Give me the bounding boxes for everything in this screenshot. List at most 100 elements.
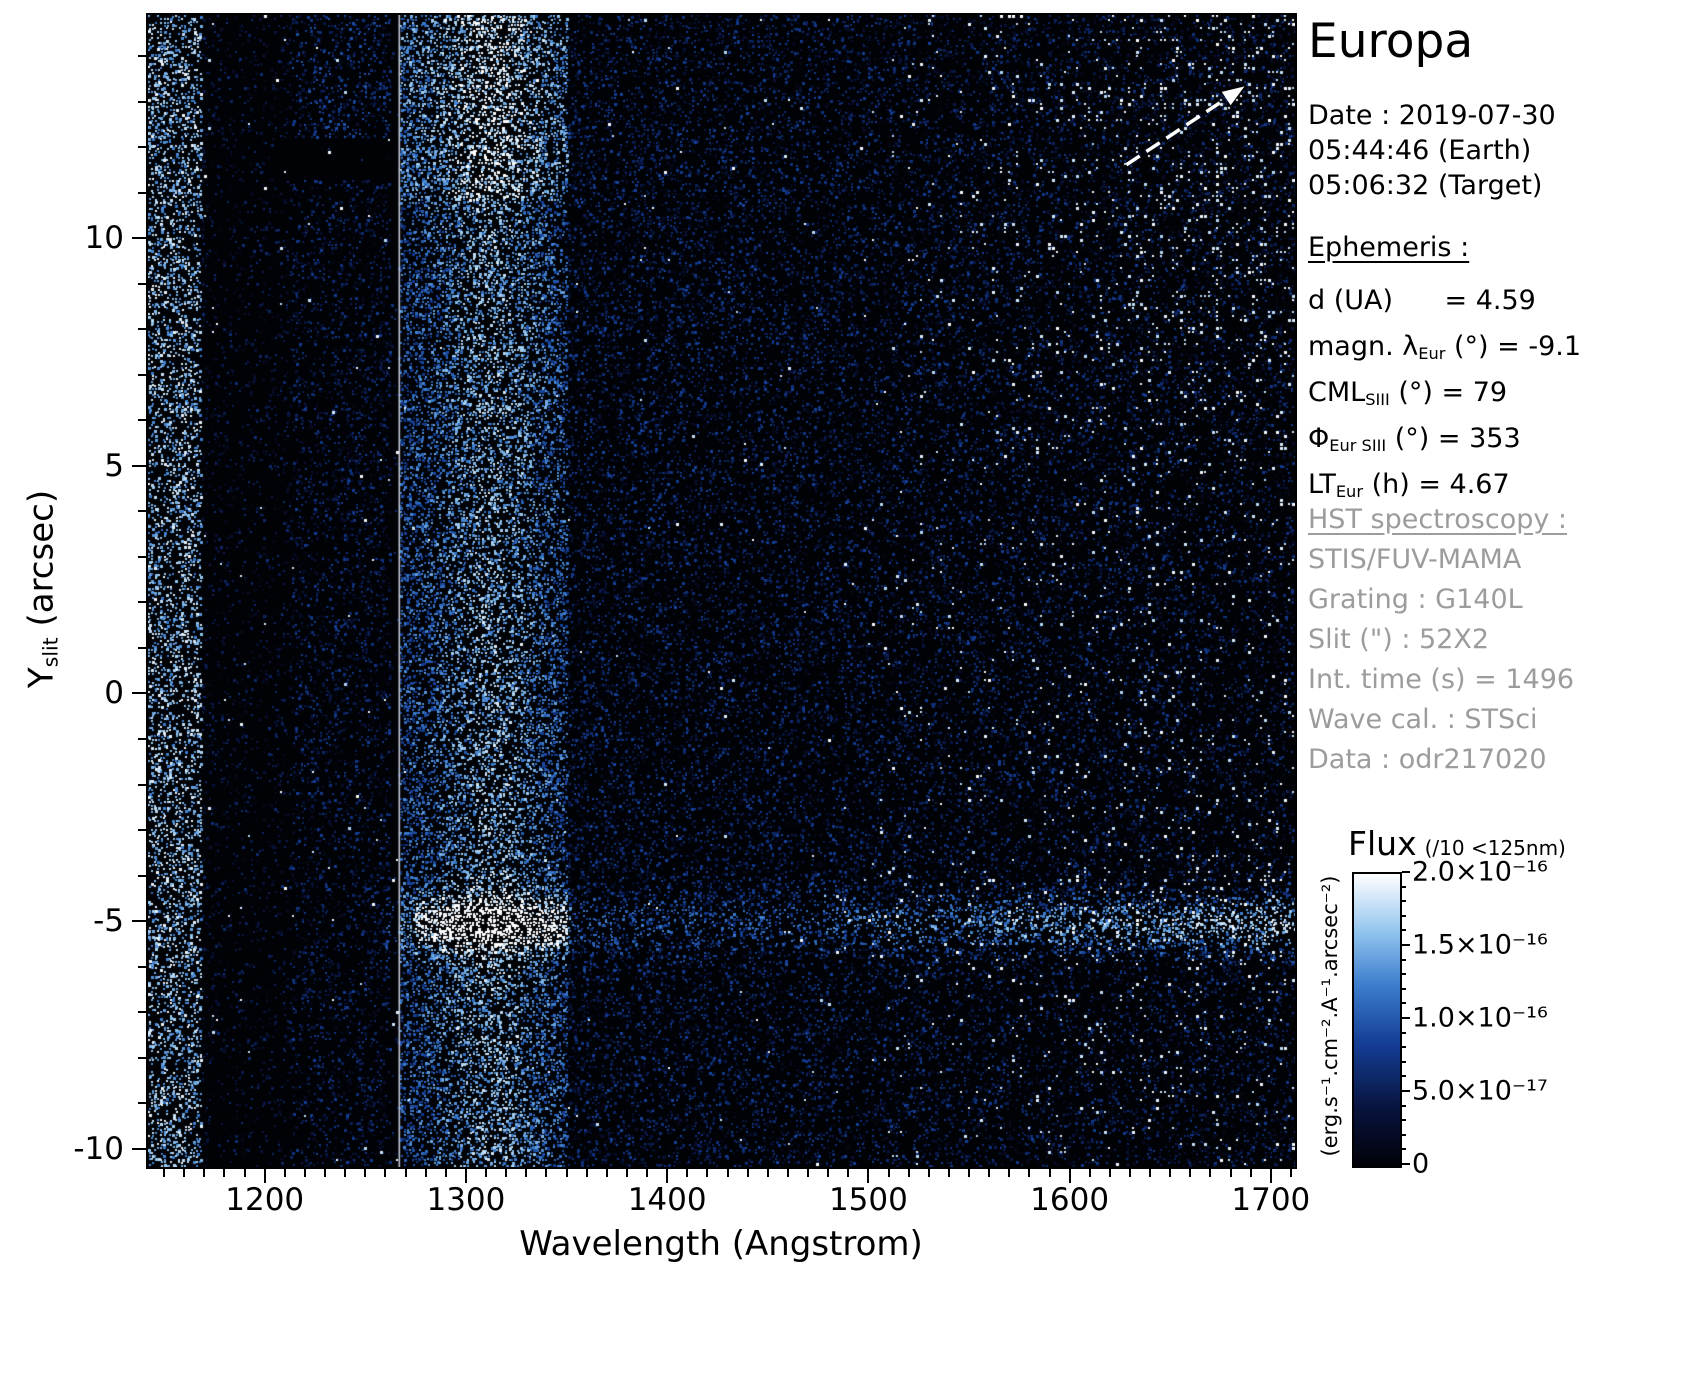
colorbar-tick — [1402, 929, 1406, 932]
y-axis-minor-tick — [138, 373, 146, 376]
colorbar-tick — [1402, 900, 1406, 903]
target-time: 05:06:32 (Target) — [1308, 170, 1543, 201]
y-axis-tick — [132, 920, 146, 923]
y-axis-minor-tick — [138, 54, 146, 57]
x-axis-minor-tick — [1229, 1169, 1232, 1177]
x-axis-minor-tick — [1209, 1169, 1212, 1177]
x-axis-tick — [1269, 1169, 1272, 1183]
x-axis-minor-tick — [1289, 1169, 1292, 1177]
x-tick-label: 1200 — [225, 1182, 305, 1218]
ephemeris-heading: Ephemeris : — [1308, 232, 1470, 263]
spectral-image-frame — [146, 13, 1297, 1169]
hst-info-line: Wave cal. : STSci — [1308, 704, 1538, 735]
eph-pre: Φ — [1308, 423, 1330, 455]
ylabel-post: (arcsec) — [21, 489, 62, 638]
y-axis-minor-tick — [138, 783, 146, 786]
y-axis-minor-tick — [138, 829, 146, 832]
eph-post: (°) = -9.1 — [1445, 331, 1582, 363]
spectral-heatmap-canvas — [148, 15, 1295, 1167]
eph-sub: Eur SIII — [1329, 436, 1387, 456]
y-axis-minor-tick — [138, 419, 146, 422]
flux-label-row: Flux (/10 <125nm) — [1348, 824, 1566, 863]
ephemeris-row: CMLSIII (°) = 79 — [1308, 373, 1581, 419]
x-axis-minor-tick — [625, 1169, 628, 1177]
x-axis-minor-tick — [907, 1169, 910, 1177]
y-tick-label: 0 — [104, 675, 124, 712]
eph-sub: Eur — [1418, 344, 1446, 364]
x-axis-minor-tick — [706, 1169, 709, 1177]
ephemeris-row: d (UA) = 4.59 — [1308, 281, 1581, 327]
y-axis-minor-tick — [138, 1056, 146, 1059]
y-axis-minor-tick — [138, 965, 146, 968]
figure-title: Europa — [1308, 14, 1474, 69]
y-axis-minor-tick — [138, 555, 146, 558]
x-axis-minor-tick — [1108, 1169, 1111, 1177]
eph-sub: Eur — [1335, 482, 1363, 502]
y-tick-label: 5 — [104, 447, 124, 484]
x-axis-minor-tick — [1008, 1169, 1011, 1177]
colorbar-tick-label: 2.0×10⁻¹⁶ — [1412, 856, 1548, 888]
x-axis-minor-tick — [847, 1169, 850, 1177]
colorbar-tick — [1402, 973, 1406, 976]
y-axis-minor-tick — [138, 1102, 146, 1105]
x-axis-tick — [1068, 1169, 1071, 1183]
x-axis-minor-tick — [203, 1169, 206, 1177]
flux-colorbar — [1352, 872, 1402, 1168]
earth-time: 05:44:46 (Earth) — [1308, 135, 1532, 166]
ephemeris-row: magn. λEur (°) = -9.1 — [1308, 327, 1581, 373]
x-axis-minor-tick — [927, 1169, 930, 1177]
y-axis-minor-tick — [138, 601, 146, 604]
eph-post: = 4.59 — [1393, 285, 1536, 316]
x-axis-minor-tick — [163, 1169, 166, 1177]
y-axis-minor-tick — [138, 737, 146, 740]
y-axis-tick — [132, 692, 146, 695]
hst-spectroscopy-block: HST spectroscopy : STIS/FUV-MAMA Grating… — [1308, 500, 1574, 780]
hst-info-line: STIS/FUV-MAMA — [1308, 544, 1522, 575]
x-axis-minor-tick — [646, 1169, 649, 1177]
hst-info-line: Int. time (s) = 1496 — [1308, 664, 1575, 695]
x-tick-label: 1300 — [426, 1182, 506, 1218]
y-tick-label: -10 — [73, 1130, 124, 1167]
y-tick-label: 10 — [84, 220, 124, 257]
x-axis-tick — [867, 1169, 870, 1183]
y-axis-minor-tick — [138, 100, 146, 103]
y-axis-label: Yslit (arcsec) — [21, 490, 62, 688]
x-axis-minor-tick — [585, 1169, 588, 1177]
colorbar-tick — [1402, 1060, 1406, 1063]
ephemeris-row: LTEur (h) = 4.67 — [1308, 465, 1581, 511]
y-axis-tick — [132, 464, 146, 467]
x-axis-minor-tick — [444, 1169, 447, 1177]
eph-post: (°) = 353 — [1386, 423, 1521, 455]
colorbar-tick — [1402, 1031, 1406, 1034]
x-axis-minor-tick — [344, 1169, 347, 1177]
ylabel-sub: slit — [38, 637, 63, 668]
y-axis-minor-tick — [138, 510, 146, 513]
y-tick-label: -5 — [93, 903, 124, 940]
colorbar-tick — [1402, 885, 1406, 888]
x-axis-minor-tick — [1048, 1169, 1051, 1177]
x-tick-label: 1700 — [1231, 1182, 1311, 1218]
y-axis-minor-tick — [138, 646, 146, 649]
x-axis-tick — [263, 1169, 266, 1183]
x-axis-minor-tick — [887, 1169, 890, 1177]
colorbar-tick — [1402, 1075, 1406, 1078]
colorbar-tick-label: 0 — [1412, 1148, 1430, 1180]
x-tick-label: 1600 — [1030, 1182, 1110, 1218]
colorbar-tick — [1402, 1104, 1406, 1107]
x-axis-minor-tick — [766, 1169, 769, 1177]
colorbar-tick — [1402, 871, 1410, 873]
colorbar-tick — [1402, 1046, 1406, 1049]
eph-post: (°) = 79 — [1389, 377, 1508, 409]
eph-pre: CML — [1308, 377, 1366, 409]
eph-pre: d (UA) — [1308, 285, 1394, 316]
x-axis-minor-tick — [525, 1169, 528, 1177]
x-axis-minor-tick — [686, 1169, 689, 1177]
colorbar-tick — [1402, 944, 1410, 946]
x-axis-minor-tick — [243, 1169, 246, 1177]
x-axis-minor-tick — [364, 1169, 367, 1177]
x-axis-minor-tick — [1149, 1169, 1152, 1177]
y-axis-minor-tick — [138, 191, 146, 194]
colorbar-tick — [1402, 914, 1406, 917]
eph-post: (h) = 4.67 — [1362, 469, 1510, 501]
x-axis-tick — [464, 1169, 467, 1183]
